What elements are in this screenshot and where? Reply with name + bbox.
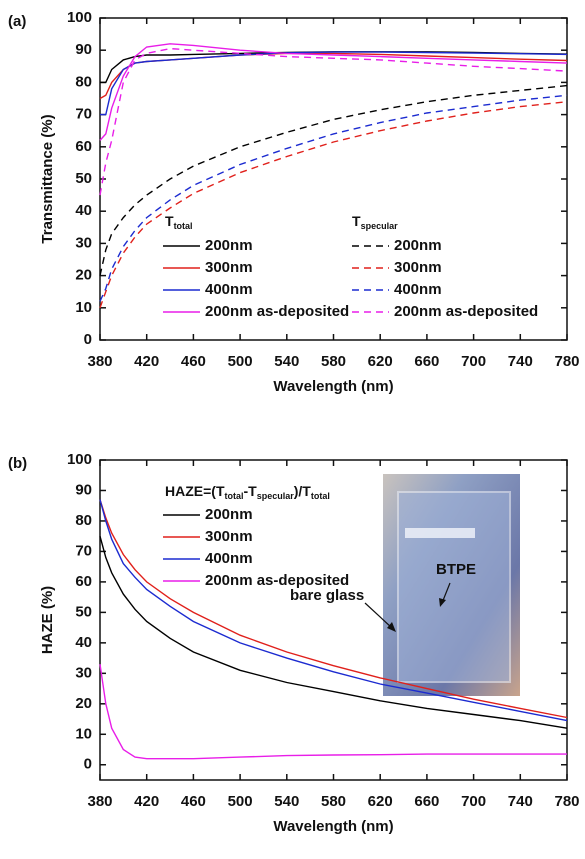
- x-axis-title: Wavelength (nm): [273, 378, 393, 395]
- x-tick-label: 580: [321, 353, 346, 370]
- y-axis-title: HAZE (%): [39, 586, 56, 654]
- y-axis-title: Transmittance (%): [39, 114, 56, 243]
- annotation: bare glass: [290, 587, 364, 604]
- y-tick-label: 50: [75, 170, 92, 187]
- subscript: specular: [257, 491, 295, 501]
- y-tick-label: 70: [75, 106, 92, 123]
- y-tick-label: 50: [75, 603, 92, 620]
- x-tick-label: 740: [508, 793, 533, 810]
- x-tick-label: 700: [461, 793, 486, 810]
- title-text: -T: [244, 483, 258, 499]
- x-tick-label: 780: [554, 353, 579, 370]
- title-text: HAZE=(T: [165, 483, 225, 499]
- legend-label: 300nm: [205, 259, 253, 276]
- series-line: [99, 43, 568, 141]
- x-tick-label: 500: [228, 793, 253, 810]
- x-tick-label: 460: [181, 353, 206, 370]
- y-tick-label: 40: [75, 202, 92, 219]
- y-tick-label: 30: [75, 234, 92, 251]
- glass-slide: [397, 491, 511, 683]
- legend-label: 300nm: [205, 528, 253, 545]
- arrow-head: [439, 598, 446, 607]
- series-line: [99, 664, 567, 760]
- title-text: T: [165, 213, 174, 229]
- series-line: [99, 94, 568, 302]
- legend-label: 200nm as-deposited: [205, 572, 349, 589]
- y-tick-label: 100: [67, 9, 92, 26]
- series-line: [100, 51, 568, 116]
- panel-label: (b): [8, 455, 27, 472]
- legend-label: 200nm: [394, 237, 442, 254]
- y-tick-label: 90: [75, 481, 92, 498]
- legend-label: 400nm: [205, 550, 253, 567]
- x-axis-title: Wavelength (nm): [273, 818, 393, 835]
- y-tick-label: 20: [75, 267, 92, 284]
- y-tick-label: 0: [84, 331, 92, 348]
- arrow: [364, 602, 393, 629]
- series-line: [99, 536, 568, 729]
- x-tick-label: 740: [508, 353, 533, 370]
- reflection: [405, 528, 475, 538]
- legend-title: HAZE=(Ttotal-Tspecular)/Ttotal: [165, 483, 330, 502]
- x-tick-label: 420: [134, 353, 159, 370]
- x-tick-label: 460: [181, 793, 206, 810]
- x-tick-label: 620: [368, 793, 393, 810]
- y-tick-label: 80: [75, 73, 92, 90]
- series-line: [99, 47, 568, 196]
- title-text: )/T: [294, 483, 312, 499]
- series-line: [99, 499, 568, 722]
- x-tick-label: 780: [554, 793, 579, 810]
- y-tick-label: 20: [75, 695, 92, 712]
- y-tick-label: 0: [84, 756, 92, 773]
- y-tick-label: 40: [75, 634, 92, 651]
- x-tick-label: 540: [274, 793, 299, 810]
- y-tick-label: 10: [75, 725, 92, 742]
- legend-label: 400nm: [205, 281, 253, 298]
- y-tick-label: 100: [67, 451, 92, 468]
- series-line: [99, 84, 568, 276]
- y-tick-label: 80: [75, 512, 92, 529]
- y-tick-label: 30: [75, 664, 92, 681]
- annotation: BTPE: [436, 561, 476, 578]
- legend-label: 300nm: [394, 259, 442, 276]
- x-tick-label: 660: [414, 793, 439, 810]
- legend-label: 400nm: [394, 281, 442, 298]
- x-tick-label: 540: [274, 353, 299, 370]
- x-tick-label: 380: [87, 353, 112, 370]
- y-tick-label: 70: [75, 542, 92, 559]
- series-line: [99, 101, 568, 309]
- x-tick-label: 580: [321, 793, 346, 810]
- title-text: T: [352, 213, 361, 229]
- x-tick-label: 620: [368, 353, 393, 370]
- series-line: [99, 499, 568, 719]
- legend-label: 200nm: [205, 506, 253, 523]
- legend-title: Tspecular: [352, 213, 398, 232]
- subscript: total: [174, 221, 193, 231]
- arrow-head: [387, 622, 396, 632]
- x-tick-label: 420: [134, 793, 159, 810]
- inset-photo: [364, 474, 520, 696]
- y-tick-label: 10: [75, 299, 92, 316]
- y-tick-label: 90: [75, 41, 92, 58]
- subscript: specular: [361, 221, 399, 231]
- panel-label: (a): [8, 13, 26, 30]
- subscript: total: [311, 491, 330, 501]
- subscript: total: [225, 491, 244, 501]
- x-tick-label: 500: [228, 353, 253, 370]
- legend-label: 200nm as-deposited: [205, 303, 349, 320]
- x-tick-label: 380: [87, 793, 112, 810]
- legend-label: 200nm as-deposited: [394, 303, 538, 320]
- y-tick-label: 60: [75, 138, 92, 155]
- x-tick-label: 660: [414, 353, 439, 370]
- legend-label: 200nm: [205, 237, 253, 254]
- legend-title: Ttotal: [165, 213, 193, 232]
- y-tick-label: 60: [75, 573, 92, 590]
- x-tick-label: 700: [461, 353, 486, 370]
